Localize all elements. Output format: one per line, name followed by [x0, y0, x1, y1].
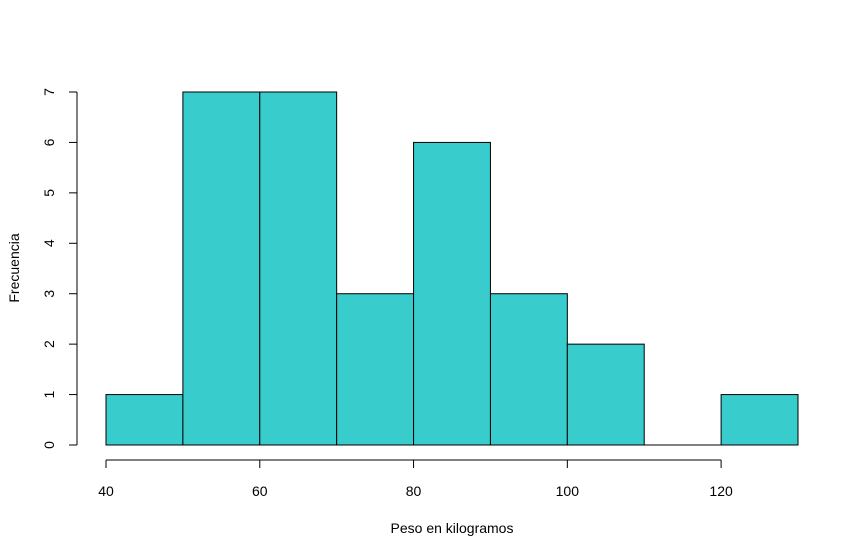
y-tick-label: 3: [41, 290, 57, 298]
histogram-bar-80-90: [413, 141, 491, 446]
y-tick-label: 0: [41, 441, 57, 449]
histogram-bar-120-130: [720, 394, 799, 446]
y-tick-label: 1: [41, 390, 57, 398]
histogram-bar-90-100: [489, 293, 568, 446]
histogram-bar-50-60: [182, 91, 261, 446]
x-tick-label: 60: [252, 483, 268, 499]
x-tick-label: 80: [406, 483, 422, 499]
histogram-bar-100-110: [566, 343, 645, 446]
x-tick-label: 100: [556, 483, 580, 499]
histogram-bar-60-70: [259, 91, 338, 446]
x-tick-label: 120: [709, 483, 733, 499]
y-tick-label: 6: [41, 138, 57, 146]
histogram-bar-40-50: [105, 394, 184, 446]
y-tick-label: 2: [41, 340, 57, 348]
y-tick-label: 4: [41, 239, 57, 247]
y-axis: 0 1 2 3 4 5 6 7: [41, 88, 78, 449]
y-tick-label: 7: [41, 88, 57, 96]
y-tick-label: 5: [41, 189, 57, 197]
histogram-bar-70-80: [336, 293, 415, 446]
x-axis: 40 60 80 100 120: [98, 459, 733, 499]
bars-layer: [105, 91, 799, 446]
x-axis-title: Peso en kilogramos: [391, 520, 514, 536]
y-axis-title: Frecuencia: [6, 233, 22, 302]
x-tick-label: 40: [98, 483, 114, 499]
